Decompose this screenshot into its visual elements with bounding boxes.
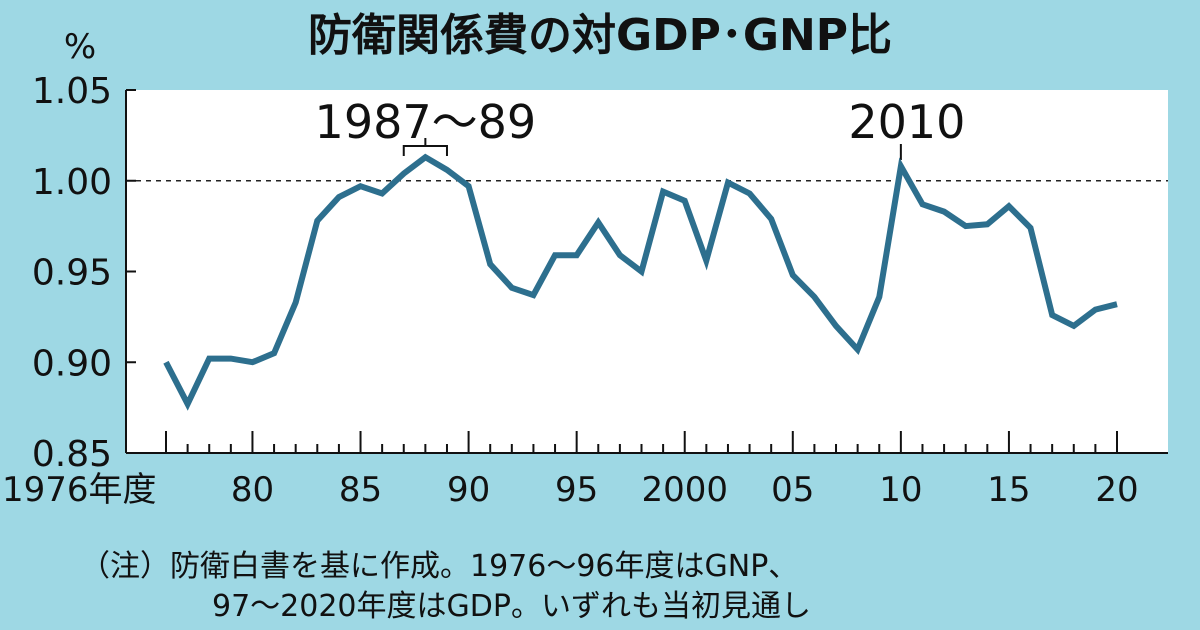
y-axis-unit: %: [64, 27, 96, 67]
footnote-line-2: 97～2020年度はGDP。いずれも当初見通し: [212, 589, 811, 624]
x-tick-label: 15: [987, 470, 1030, 510]
x-tick-label: 85: [339, 470, 382, 510]
x-axis: 1976年度 80 85 90 95 2000 05 10 15 20: [2, 431, 1168, 510]
x-tick-label: 2000: [641, 470, 728, 510]
x-tick-label: 95: [555, 470, 598, 510]
x-tick-label: 05: [771, 470, 814, 510]
x-tick-label: 1976年度: [2, 470, 157, 510]
y-tick-label: 1.00: [32, 162, 112, 203]
x-tick-label: 90: [447, 470, 490, 510]
x-tick-label: 20: [1095, 470, 1138, 510]
series-layer: [163, 153, 1118, 411]
y-tick-label: 1.05: [32, 71, 112, 112]
y-tick-label: 0.90: [32, 343, 112, 384]
plot-area: [126, 90, 1168, 453]
x-tick-label: 80: [231, 470, 274, 510]
x-tick-label: 10: [879, 470, 922, 510]
annotation-label: 1987～89: [315, 95, 537, 149]
chart-title: 防衛関係費の対GDP･GNP比: [308, 10, 892, 61]
y-tick-label: 0.85: [32, 434, 112, 475]
y-tick-label: 0.95: [32, 253, 112, 294]
annotation-label: 2010: [848, 95, 965, 149]
y-axis: 1.05 1.00 0.95 0.90 0.85: [32, 71, 136, 475]
annotation-bracket: [402, 138, 448, 156]
footnote-line-1: （注）防衛白書を基に作成。1976～96年度はGNP、: [80, 549, 798, 584]
annotation-layer: 1987～89 2010: [315, 95, 965, 160]
